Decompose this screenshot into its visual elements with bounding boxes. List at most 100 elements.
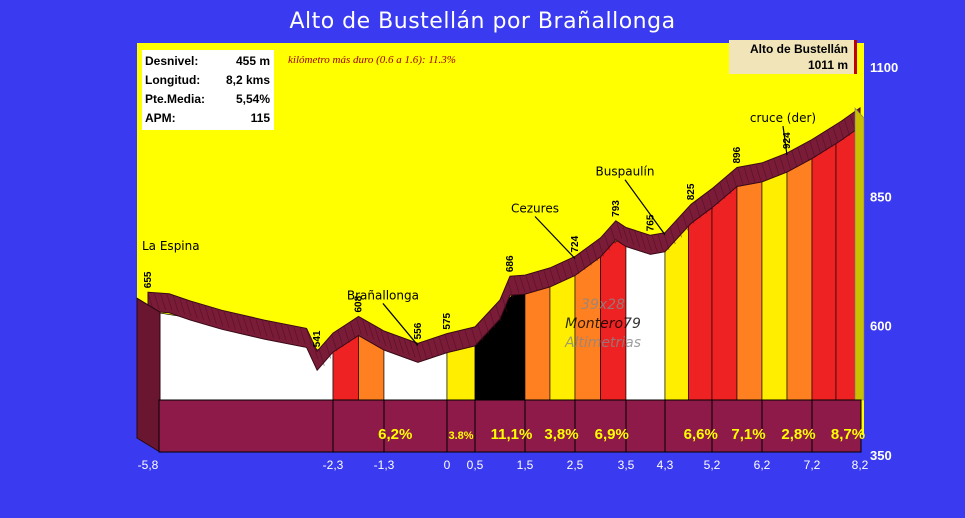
road-hatch — [519, 276, 526, 293]
road-hatch — [713, 187, 720, 205]
road-hatch — [280, 324, 287, 341]
grade-label: 8,7% — [831, 426, 865, 443]
road-hatch — [809, 141, 816, 158]
road-hatch — [185, 300, 192, 317]
y-tick-label: 350 — [870, 448, 892, 463]
x-tick-label: 5,2 — [704, 458, 721, 472]
road-hatch — [785, 154, 792, 171]
road-hatch — [392, 335, 399, 352]
road-hatch — [343, 326, 350, 343]
road-hatch — [318, 349, 325, 366]
grade-label: 3.8% — [448, 430, 473, 442]
road-hatch — [337, 330, 344, 347]
stats-box: Desnivel: 455 m Longitud: 8,2 kms Pte.Medi… — [142, 50, 274, 130]
road-hatch — [725, 177, 732, 194]
road-hatch — [427, 341, 433, 358]
y-tick-label: 1100 — [870, 60, 898, 75]
road-hatch — [651, 235, 658, 253]
road-hatch — [616, 222, 623, 239]
base-band — [158, 399, 862, 453]
road-hatch — [495, 305, 502, 322]
road-hatch — [147, 293, 154, 310]
road-hatch — [694, 202, 701, 219]
road-hatch — [555, 266, 562, 283]
grade-label: 6,2% — [378, 426, 412, 443]
place-label: cruce (der) — [750, 111, 816, 125]
road-hatch — [537, 272, 544, 289]
watermark-text: Altimetrias — [564, 335, 641, 351]
place-leader — [624, 179, 666, 236]
grade-segment — [711, 185, 738, 401]
x-tick-label: -5,8 — [138, 458, 159, 472]
y-tick-label: 850 — [870, 189, 892, 204]
road-hatch — [457, 331, 464, 349]
watermark-text: Montero79 — [565, 316, 641, 332]
road-hatch — [325, 342, 331, 359]
road-hatch — [153, 293, 160, 310]
x-tick-label: 7,2 — [804, 458, 821, 472]
road-hatch — [403, 339, 410, 356]
place-label: Cezures — [511, 202, 559, 216]
road-hatch — [585, 249, 592, 266]
road-hatch — [409, 341, 416, 358]
road-hatch — [543, 270, 550, 287]
elevation-label: 575 — [442, 312, 453, 329]
road-hatch — [374, 326, 381, 343]
road-hatch — [223, 311, 230, 328]
road-hatch — [299, 328, 306, 345]
road-hatch — [832, 127, 839, 144]
road-hatch — [242, 316, 249, 333]
road-hatch — [604, 234, 610, 251]
elevation-label: 724 — [570, 235, 581, 252]
place-leader — [382, 303, 419, 346]
road-hatch — [211, 308, 217, 325]
grade-segment — [524, 286, 551, 401]
stat-row: Pte.Media: 5,54% — [145, 92, 270, 106]
road-hatch — [676, 221, 682, 238]
x-tick-label: 8,2 — [852, 458, 869, 472]
road-hatch — [767, 161, 774, 178]
road-hatch — [579, 253, 586, 270]
road-hatch — [821, 134, 827, 151]
road-hatch — [749, 165, 756, 183]
road-hatch — [217, 309, 224, 327]
x-tick-label: 3,5 — [618, 458, 635, 472]
grade-label: 6,9% — [595, 426, 629, 443]
place-label: Buspaulín — [596, 165, 655, 179]
road-hatch — [501, 296, 508, 313]
road-hatch — [261, 320, 268, 337]
road-hatch — [398, 337, 404, 354]
y-tick-label: 600 — [870, 319, 892, 334]
road-hatch — [421, 342, 428, 360]
road-hatch — [531, 273, 538, 291]
road-hatch — [172, 296, 179, 313]
watermark-text: 39x28 — [581, 297, 625, 313]
road-hatch — [471, 328, 478, 345]
road-hatch — [657, 234, 664, 252]
stat-row: Longitud: 8,2 kms — [145, 73, 270, 87]
road-hatch — [274, 323, 281, 340]
grade-segment — [811, 142, 837, 401]
road-hatch — [761, 163, 768, 180]
x-tick-label: 6,2 — [754, 458, 771, 472]
road-hatch — [815, 138, 822, 155]
road-hatch — [791, 151, 798, 168]
road-hatch — [198, 304, 205, 321]
road-hatch — [255, 319, 262, 336]
grade-label: 2,8% — [781, 426, 815, 443]
elevation-label: 541 — [312, 330, 323, 347]
road-hatch — [646, 234, 652, 252]
road-hatch — [634, 231, 641, 248]
road-hatch — [306, 329, 312, 346]
road-hatch — [850, 115, 856, 132]
grade-segment — [761, 171, 788, 401]
road-hatch — [561, 263, 568, 280]
summit-elevation: 1011 m — [807, 58, 848, 72]
road-hatch — [838, 123, 845, 140]
elevation-label: 608 — [354, 295, 365, 312]
road-hatch — [773, 159, 780, 176]
road-hatch — [844, 119, 851, 136]
road-hatch — [166, 294, 173, 311]
road-hatch — [356, 318, 362, 335]
road-hatch — [591, 244, 598, 261]
